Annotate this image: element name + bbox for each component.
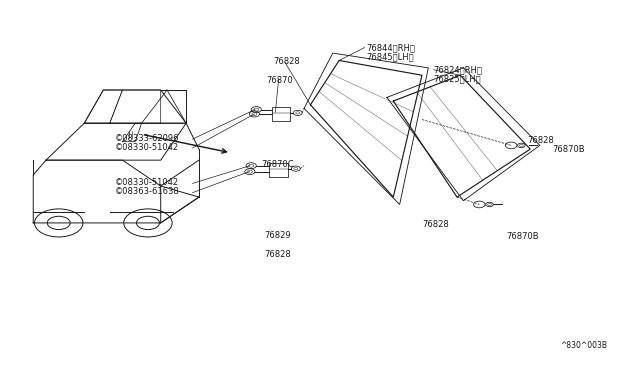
Text: 76870B: 76870B [552, 145, 584, 154]
Text: 76829: 76829 [264, 231, 291, 240]
Text: 76870: 76870 [266, 76, 292, 84]
Text: 76825〈LH〉: 76825〈LH〉 [433, 74, 481, 83]
Text: 76845〈LH〉: 76845〈LH〉 [366, 52, 413, 61]
Text: ©08333-62096: ©08333-62096 [115, 134, 179, 142]
Text: 76824〈RH〉: 76824〈RH〉 [433, 65, 483, 74]
Text: ^830^003B: ^830^003B [560, 341, 607, 350]
Text: 76870C: 76870C [262, 160, 294, 169]
Text: ©08330-51042: ©08330-51042 [115, 178, 179, 187]
Text: 76828: 76828 [264, 250, 291, 259]
Text: 76828: 76828 [422, 220, 449, 229]
Text: 76828: 76828 [273, 57, 300, 67]
Text: 76828: 76828 [528, 136, 554, 145]
Text: 76870B: 76870B [506, 232, 539, 241]
Text: ©08330-51042: ©08330-51042 [115, 143, 179, 152]
Text: ©08363-61638: ©08363-61638 [115, 187, 180, 196]
Text: 76844〈RH〉: 76844〈RH〉 [366, 43, 415, 52]
